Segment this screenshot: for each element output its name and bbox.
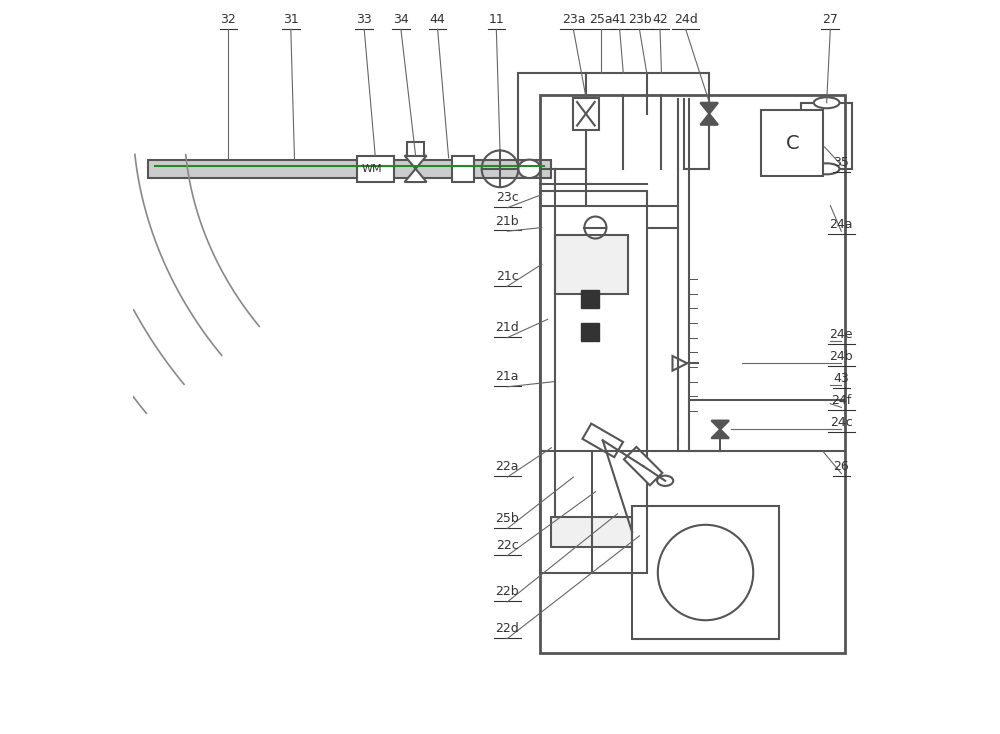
Polygon shape (700, 114, 718, 125)
Polygon shape (624, 447, 662, 485)
Polygon shape (711, 421, 729, 429)
Text: 24c: 24c (830, 416, 853, 429)
Text: 34: 34 (393, 12, 409, 26)
Text: 26: 26 (833, 460, 849, 473)
Polygon shape (405, 156, 427, 169)
Bar (801, 103, 852, 169)
Bar (407, 142, 424, 156)
Text: 25a: 25a (589, 12, 613, 26)
Text: C: C (786, 134, 800, 153)
Bar (452, 156, 474, 182)
Text: 24d: 24d (674, 12, 698, 26)
Text: 22b: 22b (496, 585, 519, 598)
Text: 11: 11 (488, 12, 504, 26)
Text: 23b: 23b (628, 12, 651, 26)
Polygon shape (700, 103, 718, 114)
Text: 44: 44 (430, 12, 445, 26)
Text: 32: 32 (221, 12, 236, 26)
Bar (555, 235, 628, 294)
Text: 24b: 24b (829, 350, 853, 363)
Text: 21c: 21c (496, 269, 519, 283)
Text: 33: 33 (356, 12, 372, 26)
Text: 41: 41 (612, 12, 628, 26)
Ellipse shape (518, 160, 540, 178)
Bar (581, 323, 599, 341)
Bar (540, 191, 647, 573)
Polygon shape (582, 424, 623, 457)
Text: 22d: 22d (495, 622, 519, 635)
Text: 21d: 21d (495, 321, 519, 334)
Bar (573, 98, 599, 130)
Text: 21b: 21b (496, 214, 519, 228)
Text: 24f: 24f (831, 394, 851, 407)
Polygon shape (672, 356, 687, 371)
Bar (632, 506, 779, 639)
Text: 23c: 23c (496, 191, 519, 204)
Bar (540, 95, 845, 653)
Text: 35: 35 (833, 156, 849, 169)
Text: 22a: 22a (496, 460, 519, 473)
Text: 42: 42 (652, 12, 668, 26)
Bar (761, 110, 823, 176)
Ellipse shape (814, 98, 839, 108)
Ellipse shape (657, 476, 673, 486)
Text: 24e: 24e (830, 328, 853, 341)
Text: 22c: 22c (496, 539, 519, 552)
Polygon shape (711, 429, 729, 438)
Text: 31: 31 (283, 12, 299, 26)
Text: 23a: 23a (562, 12, 585, 26)
Text: 21a: 21a (496, 370, 519, 383)
Text: 27: 27 (822, 12, 838, 26)
Bar (581, 290, 599, 308)
Bar (148, 160, 551, 178)
Bar (551, 517, 632, 547)
Text: 24a: 24a (830, 218, 853, 231)
Polygon shape (405, 169, 427, 182)
Text: 25b: 25b (495, 512, 519, 525)
Text: WM: WM (362, 164, 383, 174)
Ellipse shape (814, 163, 839, 174)
Text: 43: 43 (833, 372, 849, 385)
Bar (357, 156, 394, 182)
